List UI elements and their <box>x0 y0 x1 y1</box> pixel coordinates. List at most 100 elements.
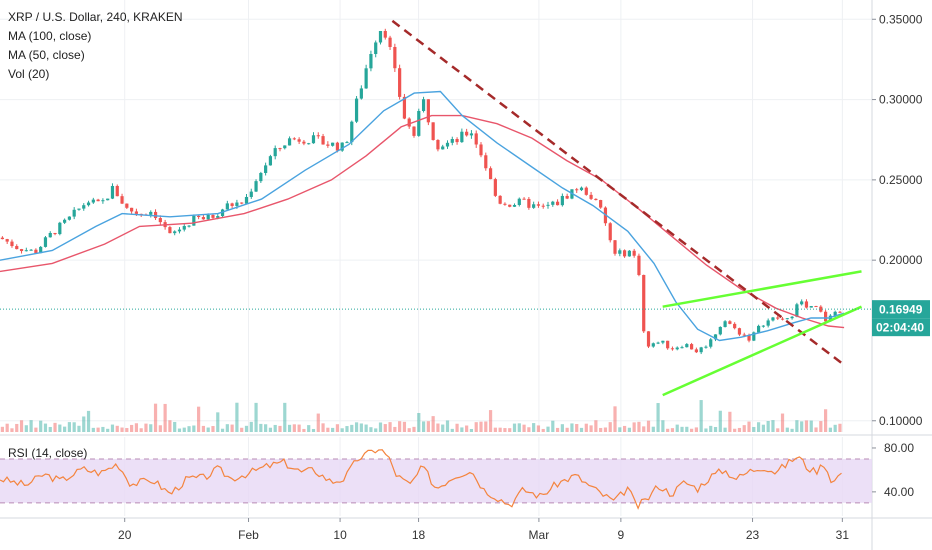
symbol-title[interactable]: XRP / U.S. Dollar, 240, KRAKEN <box>8 10 183 24</box>
volume-bar <box>632 422 636 432</box>
volume-bar <box>235 402 239 432</box>
volume-bar <box>833 424 837 432</box>
volume-bar <box>144 423 148 432</box>
volume-bar <box>163 403 167 432</box>
rsi-tick-label: 80.00 <box>884 441 914 455</box>
volume-bar <box>479 421 483 432</box>
volume-bar <box>747 421 751 432</box>
volume-bar <box>546 426 550 432</box>
time-tick-label: Feb <box>238 528 259 542</box>
candle-body <box>321 136 325 145</box>
candle-body <box>756 325 761 333</box>
candle-body <box>522 198 526 200</box>
candle-body <box>201 217 206 220</box>
candle-body <box>168 227 172 234</box>
ma50-legend[interactable]: MA (50, close) <box>8 48 85 62</box>
candle-body <box>752 332 756 341</box>
candle-body <box>359 88 363 99</box>
volume-bar <box>541 428 545 432</box>
candle-body <box>82 205 86 209</box>
volume-bar <box>737 427 742 432</box>
volume-bar <box>579 427 584 432</box>
ma100-legend[interactable]: MA (100, close) <box>8 29 92 43</box>
volume-bar <box>728 411 732 432</box>
volume-bar <box>110 424 115 432</box>
volume-bar <box>264 424 268 432</box>
candle-body <box>412 126 416 136</box>
volume-bar <box>795 420 799 432</box>
candle-body <box>173 231 177 234</box>
candle-body <box>680 347 684 349</box>
volume-bar <box>474 422 478 432</box>
candle-body <box>58 222 62 235</box>
candle-body <box>158 218 162 223</box>
volume-bar <box>77 425 81 432</box>
candle-body <box>15 246 19 250</box>
candle-body <box>460 131 464 143</box>
candle-body <box>354 98 359 122</box>
volume-bar <box>670 428 675 432</box>
candle-body <box>474 133 478 145</box>
candle-body <box>96 199 100 202</box>
candle-body <box>771 317 775 321</box>
volume-bar <box>809 420 813 432</box>
volume-bar <box>804 420 809 432</box>
volume-bar <box>72 422 76 432</box>
volume-bar <box>752 426 756 432</box>
candle-body <box>766 320 770 326</box>
volume-bar <box>426 421 430 432</box>
candle-body <box>599 200 603 208</box>
volume-bar <box>240 427 244 432</box>
volume-bar <box>211 426 215 432</box>
price-tick-label: 0.20000 <box>879 253 923 267</box>
candle-body <box>254 181 258 192</box>
candle-body <box>666 340 670 349</box>
volume-bar <box>498 427 502 432</box>
candle-body <box>206 214 210 220</box>
volume-bar <box>192 425 196 432</box>
candle-body <box>19 249 24 252</box>
volume-bar <box>24 425 28 432</box>
candle-body <box>589 194 593 199</box>
descending-trend-line <box>391 19 847 368</box>
volume-bar <box>407 428 411 432</box>
candle-body <box>579 187 584 191</box>
volume-bar <box>220 428 225 432</box>
candle-body <box>819 306 823 312</box>
candle-body <box>340 142 344 151</box>
candle-body <box>713 334 718 340</box>
candle-body <box>512 204 517 207</box>
candle-body <box>469 133 474 136</box>
volume-bar <box>374 428 378 432</box>
volume-legend[interactable]: Vol (20) <box>8 67 50 81</box>
volume-bar <box>378 422 383 432</box>
candle-body <box>5 239 9 242</box>
time-tick-label: 18 <box>412 528 426 542</box>
candle-body <box>240 202 244 204</box>
volume-bar <box>120 427 124 432</box>
candle-body <box>24 250 28 252</box>
volume-bar <box>225 424 229 432</box>
candle-body <box>637 255 641 275</box>
candle-body <box>699 347 703 353</box>
volume-bar <box>197 406 201 432</box>
candle-body <box>273 148 277 157</box>
volume-bar <box>230 424 234 432</box>
volume-bar <box>29 420 33 432</box>
candle-body <box>211 214 215 218</box>
volume-bar <box>10 428 14 432</box>
volume-bar <box>718 410 722 432</box>
volume-bar <box>517 423 521 432</box>
volume-bar <box>814 427 818 432</box>
volume-bar <box>565 427 569 432</box>
candle-body <box>48 232 52 238</box>
candle-body <box>374 42 378 55</box>
candle-body <box>728 321 732 324</box>
candle-body <box>292 138 296 140</box>
volume-bar <box>594 420 598 432</box>
rsi-legend[interactable]: RSI (14, close) <box>8 446 88 460</box>
volume-bar <box>388 422 392 432</box>
volume-bar <box>800 421 804 432</box>
candle-body <box>809 306 813 308</box>
